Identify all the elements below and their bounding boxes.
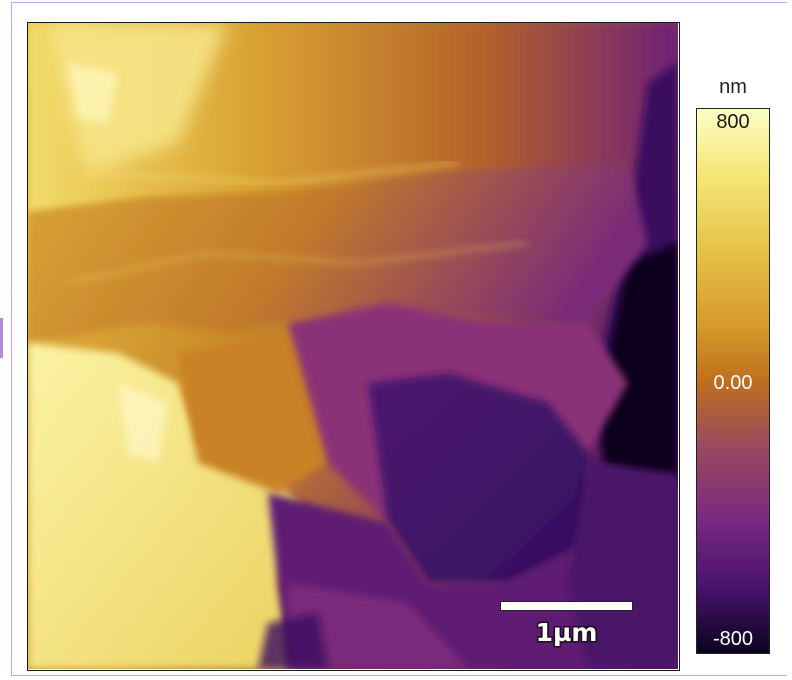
frame-connector [0, 318, 12, 358]
colorbar-min-label: -800 [712, 628, 754, 650]
afm-height-map [27, 22, 680, 671]
afm-topography-image [28, 23, 678, 669]
colorbar-unit: nm [719, 76, 747, 98]
colorbar [696, 108, 770, 654]
figure-frame [11, 2, 787, 676]
scale-bar-label: 1µm [535, 618, 598, 647]
colorbar-mid-label: 0.00 [713, 372, 753, 394]
colorbar-max-label: 800 [716, 111, 750, 133]
scale-bar [500, 601, 633, 611]
